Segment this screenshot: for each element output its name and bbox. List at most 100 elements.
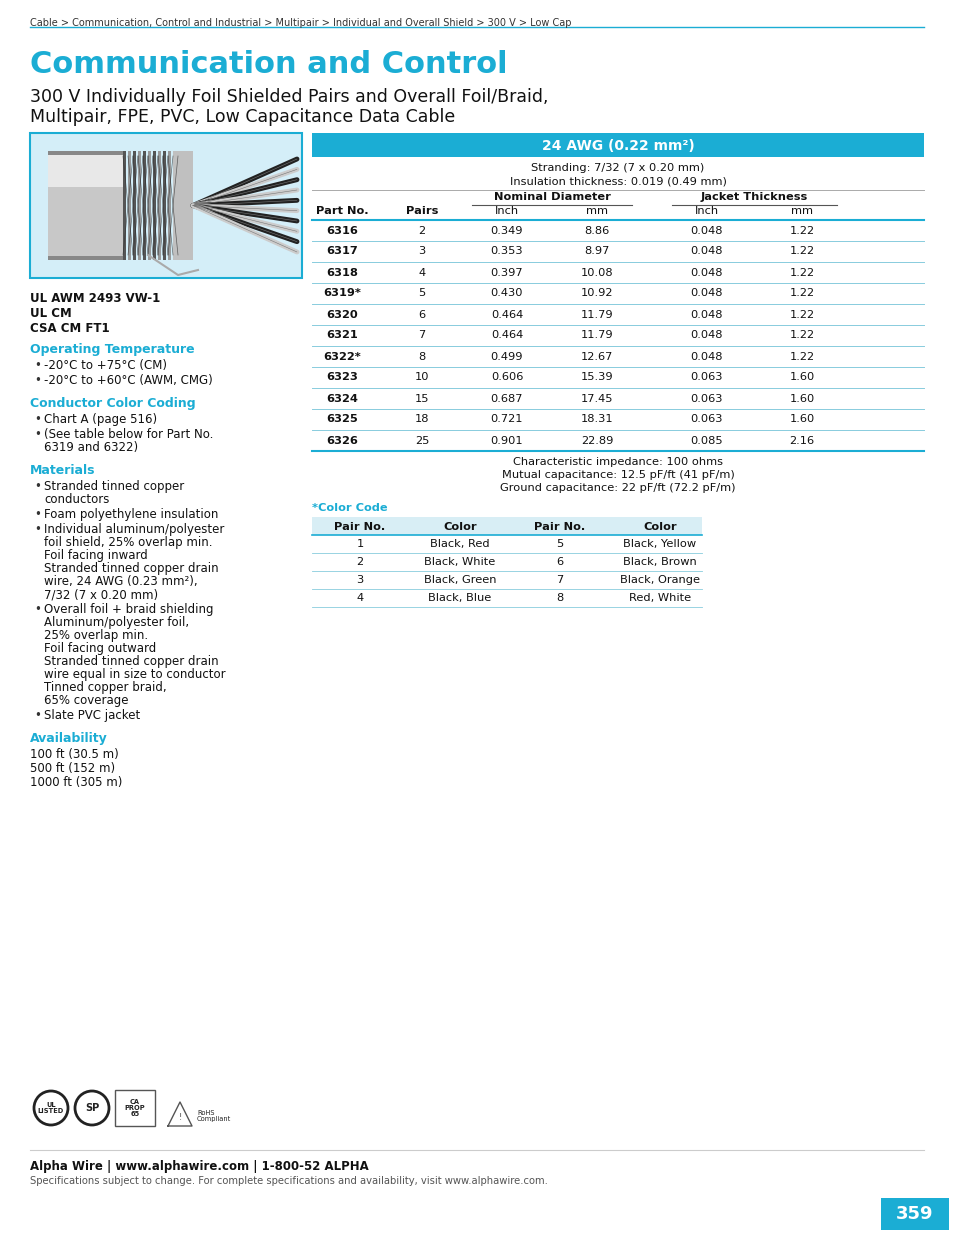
- Text: Mutual capacitance: 12.5 pF/ft (41 pF/m): Mutual capacitance: 12.5 pF/ft (41 pF/m): [501, 471, 734, 480]
- Text: Pairs: Pairs: [405, 206, 437, 216]
- Bar: [880, 1198, 948, 1230]
- Text: •: •: [34, 508, 41, 521]
- Text: Nominal Diameter: Nominal Diameter: [493, 191, 610, 203]
- Text: 0.048: 0.048: [690, 310, 722, 320]
- Text: 1.22: 1.22: [789, 331, 814, 341]
- Text: -20°C to +75°C (CM): -20°C to +75°C (CM): [44, 359, 167, 372]
- Text: UL
LISTED: UL LISTED: [38, 1102, 64, 1114]
- Text: 0.397: 0.397: [490, 268, 523, 278]
- Text: 0.063: 0.063: [690, 415, 722, 425]
- Text: 15: 15: [415, 394, 429, 404]
- Text: 5: 5: [556, 538, 563, 550]
- Text: UL CM: UL CM: [30, 308, 71, 320]
- Text: 8: 8: [556, 593, 563, 603]
- Text: 1.60: 1.60: [788, 394, 814, 404]
- Text: 0.606: 0.606: [490, 373, 522, 383]
- Text: 0.430: 0.430: [490, 289, 522, 299]
- Text: 1.22: 1.22: [789, 310, 814, 320]
- Text: 6: 6: [418, 310, 425, 320]
- Bar: [128, 151, 131, 261]
- Text: 12.67: 12.67: [580, 352, 613, 362]
- Text: 5: 5: [418, 289, 425, 299]
- Text: Black, White: Black, White: [424, 557, 496, 567]
- Text: !: !: [178, 1114, 181, 1123]
- Text: Individual aluminum/polyester: Individual aluminum/polyester: [44, 522, 224, 536]
- Text: 7/32 (7 x 0.20 mm): 7/32 (7 x 0.20 mm): [44, 588, 158, 601]
- Bar: [312, 133, 923, 157]
- Bar: [168, 151, 171, 261]
- Text: Part No.: Part No.: [315, 206, 368, 216]
- Text: Inch: Inch: [495, 206, 518, 216]
- Text: 0.048: 0.048: [690, 247, 722, 257]
- Text: CSA CM FT1: CSA CM FT1: [30, 322, 110, 335]
- Text: 1: 1: [356, 538, 363, 550]
- Bar: [48, 151, 123, 156]
- Bar: [152, 151, 156, 261]
- Text: 6318: 6318: [326, 268, 357, 278]
- Text: 100 ft (30.5 m): 100 ft (30.5 m): [30, 748, 118, 761]
- Text: 6319*: 6319*: [323, 289, 360, 299]
- Text: 1.22: 1.22: [789, 268, 814, 278]
- Text: 0.721: 0.721: [490, 415, 522, 425]
- Text: RoHS
Compliant: RoHS Compliant: [196, 1110, 231, 1123]
- Text: Black, Blue: Black, Blue: [428, 593, 491, 603]
- Bar: [158, 151, 161, 261]
- Text: Black, Orange: Black, Orange: [619, 576, 700, 585]
- Text: Black, Green: Black, Green: [423, 576, 496, 585]
- Text: 6324: 6324: [326, 394, 357, 404]
- Text: 15.39: 15.39: [580, 373, 613, 383]
- Text: 0.063: 0.063: [690, 394, 722, 404]
- Text: 25: 25: [415, 436, 429, 446]
- Text: Characteristic impedance: 100 ohms: Characteristic impedance: 100 ohms: [513, 457, 722, 467]
- Bar: [48, 151, 123, 261]
- Text: 0.464: 0.464: [491, 331, 522, 341]
- Text: Pair No.: Pair No.: [534, 522, 585, 532]
- Text: •: •: [34, 709, 41, 722]
- Bar: [148, 151, 151, 261]
- Text: 4: 4: [356, 593, 363, 603]
- Bar: [48, 256, 123, 261]
- Text: 3: 3: [418, 247, 425, 257]
- Text: *Color Code: *Color Code: [312, 503, 387, 513]
- Text: 2: 2: [356, 557, 363, 567]
- Text: 2.16: 2.16: [789, 436, 814, 446]
- Text: 6326: 6326: [326, 436, 357, 446]
- Text: -20°C to +60°C (AWM, CMG): -20°C to +60°C (AWM, CMG): [44, 374, 213, 387]
- Bar: [123, 151, 126, 261]
- Text: 1.22: 1.22: [789, 247, 814, 257]
- Text: 0.464: 0.464: [491, 310, 522, 320]
- Bar: [48, 151, 123, 186]
- Text: Cable > Communication, Control and Industrial > Multipair > Individual and Overa: Cable > Communication, Control and Indus…: [30, 19, 571, 28]
- Text: 0.048: 0.048: [690, 352, 722, 362]
- Bar: [30, 133, 302, 278]
- Text: Availability: Availability: [30, 732, 108, 745]
- Text: •: •: [34, 480, 41, 493]
- Text: 0.349: 0.349: [490, 226, 522, 236]
- Text: 1.22: 1.22: [789, 352, 814, 362]
- Text: 0.048: 0.048: [690, 268, 722, 278]
- Text: Aluminum/polyester foil,: Aluminum/polyester foil,: [44, 616, 189, 629]
- Text: •: •: [34, 374, 41, 387]
- Text: 1000 ft (305 m): 1000 ft (305 m): [30, 776, 122, 789]
- Text: mm: mm: [790, 206, 812, 216]
- Bar: [172, 151, 193, 261]
- Text: Overall foil + braid shielding: Overall foil + braid shielding: [44, 603, 213, 616]
- Text: Alpha Wire | www.alphawire.com | 1-800-52 ALPHA: Alpha Wire | www.alphawire.com | 1-800-5…: [30, 1160, 369, 1173]
- Text: 0.901: 0.901: [490, 436, 523, 446]
- Text: 300 V Individually Foil Shielded Pairs and Overall Foil/Braid,: 300 V Individually Foil Shielded Pairs a…: [30, 88, 548, 106]
- Text: 6317: 6317: [326, 247, 357, 257]
- Text: 7: 7: [418, 331, 425, 341]
- Text: 0.687: 0.687: [490, 394, 522, 404]
- Text: 1.60: 1.60: [788, 373, 814, 383]
- Text: Insulation thickness: 0.019 (0.49 mm): Insulation thickness: 0.019 (0.49 mm): [509, 177, 725, 186]
- Bar: [132, 151, 136, 261]
- Text: conductors: conductors: [44, 493, 110, 506]
- Text: Black, Yellow: Black, Yellow: [622, 538, 696, 550]
- Text: 25% overlap min.: 25% overlap min.: [44, 629, 148, 642]
- Text: SP: SP: [85, 1103, 99, 1113]
- Text: 4: 4: [418, 268, 425, 278]
- Text: 18.31: 18.31: [580, 415, 613, 425]
- Text: 11.79: 11.79: [580, 310, 613, 320]
- Text: Black, Red: Black, Red: [430, 538, 489, 550]
- Text: 0.085: 0.085: [690, 436, 722, 446]
